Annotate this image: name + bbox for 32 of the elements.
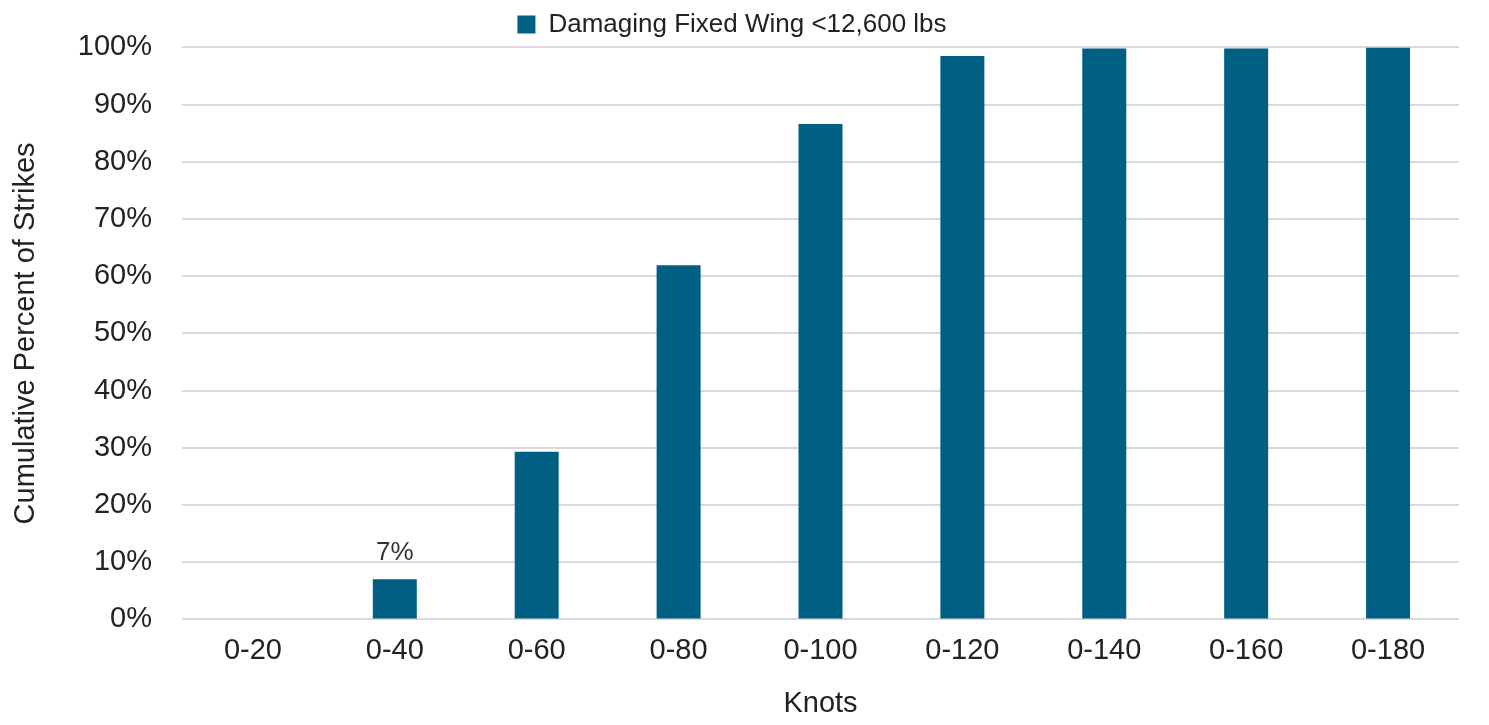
x-tick-label: 0-80 [649, 632, 708, 665]
x-tick-label: 0-100 [783, 632, 858, 665]
y-tick-label: 80% [93, 143, 152, 176]
y-tick-label: 20% [93, 487, 152, 519]
y-tick-label: 90% [93, 86, 152, 119]
bar [798, 124, 843, 619]
x-tick-label: 0-60 [507, 632, 566, 665]
x-tick-label: 0-120 [925, 632, 1000, 665]
x-tick-label: 0-160 [1209, 632, 1284, 665]
bar [372, 579, 417, 619]
x-tick-label: 0-40 [365, 632, 424, 665]
legend-label: Damaging Fixed Wing <12,600 lbs [548, 7, 947, 38]
x-tick-label: 0-180 [1350, 632, 1426, 665]
y-tick-label: 30% [93, 429, 152, 462]
y-tick-label: 40% [93, 372, 152, 405]
y-tick-label: 0% [110, 601, 152, 634]
y-tick-label: 70% [93, 201, 152, 233]
y-tick-label: 10% [93, 544, 152, 577]
y-axis-title: Cumulative Percent of Strikes [8, 142, 41, 525]
y-tick-label: 60% [93, 258, 152, 291]
x-tick-label: 0-140 [1067, 632, 1142, 665]
y-tick-label: 50% [93, 315, 152, 348]
bar [656, 265, 701, 619]
bar [1366, 47, 1411, 619]
bar [514, 451, 559, 619]
y-tick-label: 100% [77, 29, 152, 62]
bar [1082, 48, 1127, 619]
x-tick-label: 0-20 [223, 632, 282, 665]
bar [1224, 48, 1269, 619]
x-axis-title: Knots [783, 685, 858, 718]
bar [940, 55, 985, 619]
data-label: 7% [376, 535, 414, 566]
